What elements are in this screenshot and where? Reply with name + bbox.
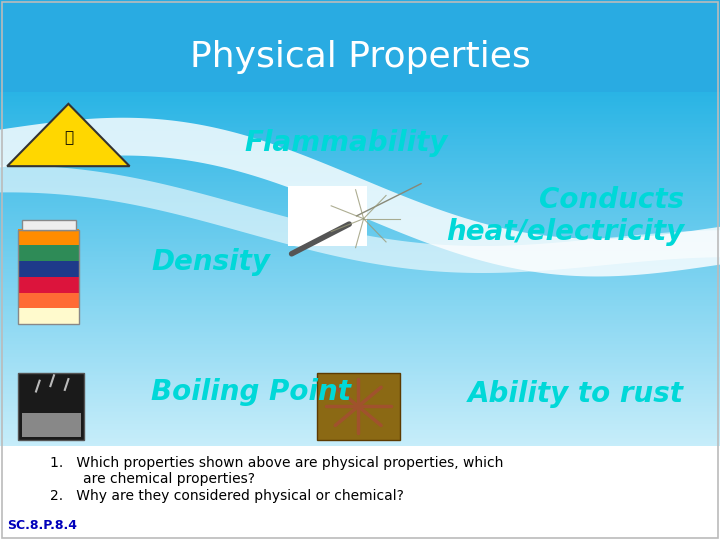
Bar [0, 21, 720, 22]
Bar [0, 255, 720, 257]
Bar [0, 355, 720, 357]
Bar [0, 397, 720, 399]
Bar [0, 188, 720, 190]
Bar [0, 203, 720, 205]
Bar [0, 370, 720, 372]
FancyBboxPatch shape [18, 373, 84, 440]
Bar [0, 338, 720, 339]
Bar [0, 22, 720, 24]
Bar [0, 442, 720, 444]
Bar [0, 31, 720, 33]
Bar [0, 439, 720, 441]
Bar [0, 284, 720, 285]
Bar [0, 191, 720, 193]
Bar [0, 170, 720, 172]
Bar [0, 426, 720, 427]
Bar [0, 105, 720, 106]
Bar [0, 300, 720, 302]
Bar [0, 0, 720, 2]
Bar [0, 400, 720, 402]
Bar [0, 384, 720, 386]
Bar [0, 80, 720, 82]
Bar [0, 25, 720, 27]
Bar [0, 212, 720, 214]
Bar [0, 267, 720, 269]
Bar [0, 238, 720, 239]
Bar [0, 176, 720, 178]
Bar [0, 362, 720, 363]
Bar [0, 444, 720, 445]
Bar [0, 102, 720, 103]
Bar [0, 127, 720, 129]
Bar [0, 294, 720, 296]
Bar [0, 387, 720, 388]
Bar [0, 208, 720, 209]
Bar [0, 136, 720, 138]
Bar [0, 51, 720, 52]
Bar [0, 351, 720, 353]
Bar [0, 242, 720, 244]
Bar [0, 310, 720, 312]
Bar [0, 125, 720, 127]
FancyBboxPatch shape [0, 0, 720, 92]
Bar [0, 49, 720, 51]
Bar [0, 157, 720, 158]
Bar [0, 146, 720, 148]
Bar [0, 287, 720, 288]
Bar [0, 69, 720, 70]
Bar [0, 91, 720, 93]
Bar [0, 388, 720, 390]
Bar [0, 123, 720, 124]
Bar [0, 131, 720, 133]
Bar [0, 9, 720, 10]
Bar [0, 121, 720, 123]
Bar [0, 354, 720, 355]
Bar [0, 96, 720, 97]
Bar [0, 324, 720, 326]
Text: SC.8.P.8.4: SC.8.P.8.4 [7, 519, 77, 532]
Bar [0, 227, 720, 228]
Bar [0, 37, 720, 39]
Bar [0, 161, 720, 163]
Bar [0, 372, 720, 374]
Bar [0, 205, 720, 206]
Bar [0, 200, 720, 201]
Bar [0, 185, 720, 187]
FancyBboxPatch shape [22, 220, 76, 229]
Bar [0, 315, 720, 317]
Bar [0, 113, 720, 115]
Bar [0, 224, 720, 226]
Text: are chemical properties?: are chemical properties? [83, 472, 255, 487]
Bar [0, 43, 720, 45]
Bar [0, 417, 720, 418]
Bar [0, 160, 720, 161]
Bar [0, 261, 720, 263]
Bar [0, 201, 720, 203]
Bar [0, 275, 720, 276]
Bar [0, 378, 720, 380]
Bar [0, 368, 720, 369]
Bar [0, 329, 720, 330]
Bar [0, 84, 720, 85]
Bar [0, 259, 720, 260]
FancyBboxPatch shape [18, 261, 79, 276]
Bar [0, 408, 720, 409]
Bar [0, 66, 720, 67]
Bar [0, 106, 720, 107]
Bar [0, 194, 720, 195]
Bar [0, 199, 720, 200]
Bar [0, 390, 720, 392]
Bar [0, 117, 720, 118]
Bar [0, 19, 720, 21]
Bar [0, 129, 720, 130]
Bar [0, 152, 720, 154]
Bar [0, 57, 720, 58]
Bar [0, 60, 720, 61]
Bar [0, 72, 720, 73]
Bar [0, 145, 720, 146]
Bar [0, 299, 720, 300]
Bar [0, 209, 720, 211]
Bar [0, 292, 720, 293]
Bar [0, 52, 720, 54]
